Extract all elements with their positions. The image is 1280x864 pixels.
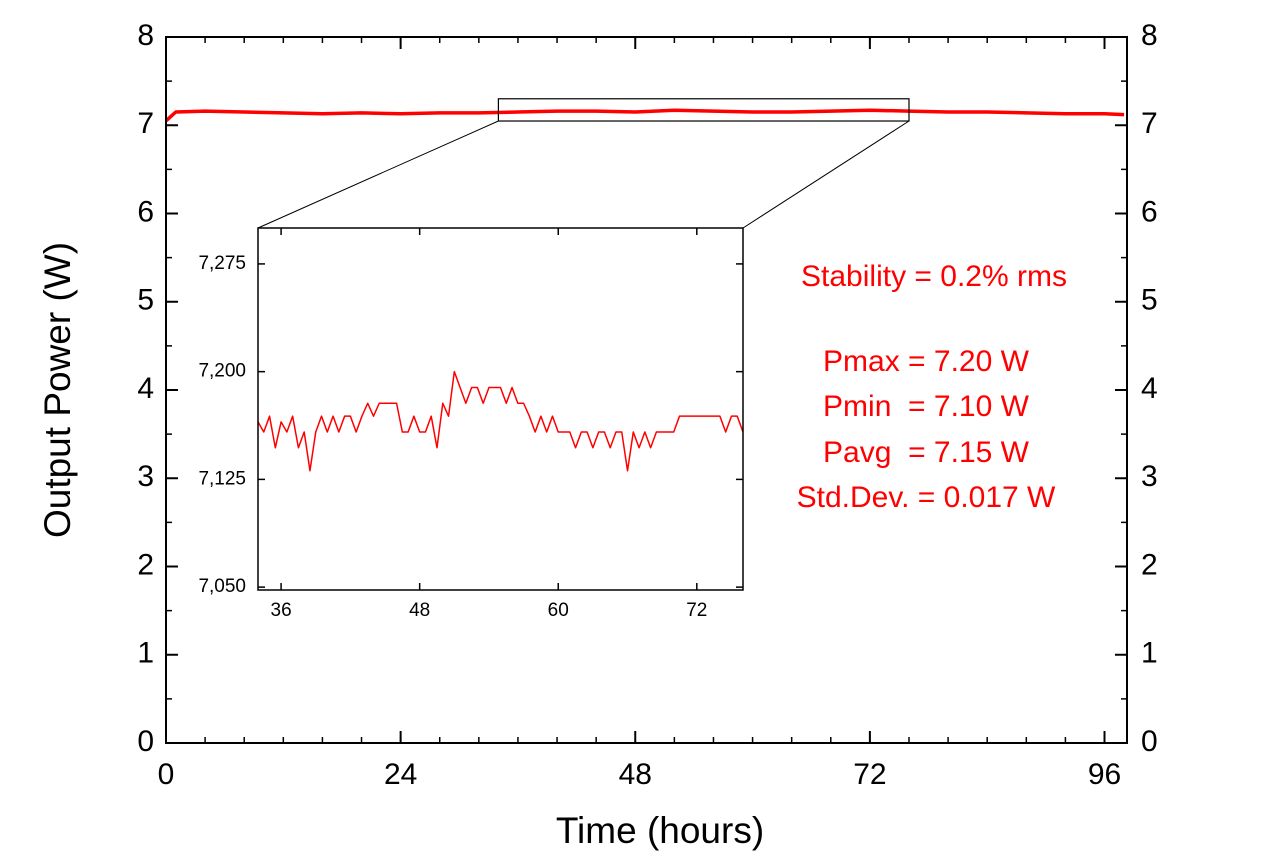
data-line — [164, 108, 1125, 123]
y2-tick-label: 5 — [1141, 284, 1158, 317]
y2-tick-label: 1 — [1141, 637, 1158, 670]
y-tick-label: 2 — [137, 548, 154, 581]
plot-frame — [165, 36, 1128, 744]
plot-area — [258, 228, 743, 590]
annotation: Std.Dev. = 0.017 W — [797, 481, 1056, 514]
y-tick-label: 7,050 — [198, 576, 246, 597]
x-tick-label: 24 — [384, 758, 417, 791]
x-tick-label: 36 — [271, 600, 292, 621]
x-tick-label: 60 — [548, 600, 569, 621]
y2-tick-label: 2 — [1141, 548, 1158, 581]
x-tick-label: 0 — [158, 758, 175, 791]
annotation: Pmax = 7.20 W — [823, 345, 1030, 378]
y-tick-label: 7,200 — [198, 361, 246, 382]
y-tick-label: 0 — [137, 725, 154, 758]
y2-tick-label: 6 — [1141, 195, 1158, 228]
annotation: Pavg = 7.15 W — [823, 436, 1030, 469]
zoom-region — [497, 98, 910, 122]
data-line — [257, 370, 744, 472]
y-tick-label: 7,125 — [198, 468, 246, 489]
y-axis-label: Output Power (W) — [37, 242, 78, 538]
x-tick-label: 96 — [1088, 758, 1121, 791]
x-tick-label: 48 — [409, 600, 430, 621]
annotation: Pmin = 7.10 W — [823, 390, 1030, 423]
y-tick-label: 4 — [137, 372, 154, 405]
x-tick-label: 72 — [853, 758, 886, 791]
y2-tick-label: 4 — [1141, 372, 1158, 405]
zoom-connector — [742, 120, 910, 229]
y2-tick-label: 3 — [1141, 460, 1158, 493]
y-tick-label: 6 — [137, 195, 154, 228]
y2-tick-label: 7 — [1141, 107, 1158, 140]
y-tick-label: 3 — [137, 460, 154, 493]
plot-frame — [257, 227, 744, 591]
y-tick-label: 1 — [137, 637, 154, 670]
x-tick-label: 72 — [686, 600, 707, 621]
y-tick-label: 8 — [137, 19, 154, 52]
y-tick-label: 7 — [137, 107, 154, 140]
y2-tick-label: 8 — [1141, 19, 1158, 52]
annotation: Stability = 0.2% rms — [801, 260, 1067, 293]
y-tick-label: 7,275 — [198, 253, 246, 274]
x-axis-label: Time (hours) — [556, 810, 764, 851]
x-tick-label: 48 — [619, 758, 652, 791]
zoom-connector — [257, 120, 499, 229]
y-tick-label: 5 — [137, 284, 154, 317]
y2-tick-label: 0 — [1141, 725, 1158, 758]
